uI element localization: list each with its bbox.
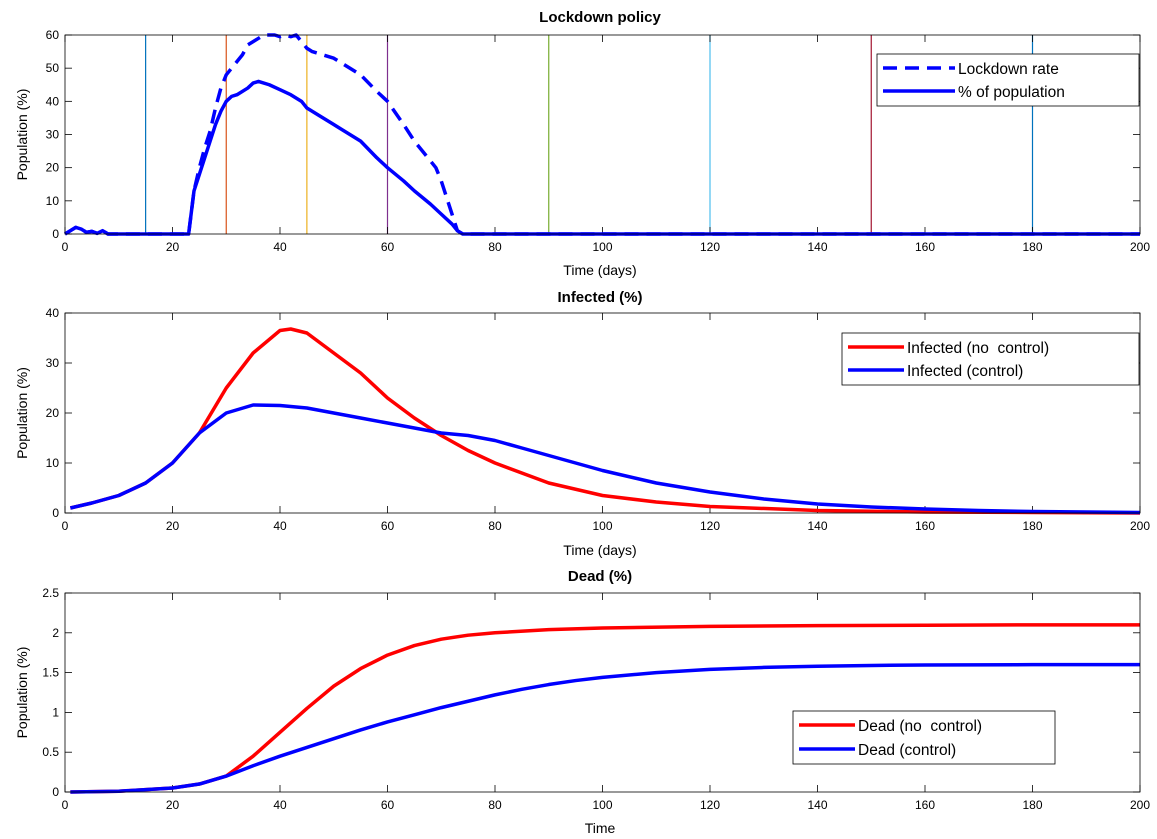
x-axis-label-infected: Time (days) [563,542,636,558]
x-tick-label-lockdown-80: 80 [488,240,502,254]
x-tick-label-lockdown-200: 200 [1130,240,1150,254]
x-tick-label-lockdown-140: 140 [807,240,827,254]
x-tick-label-dead-60: 60 [381,798,395,812]
y-tick-label-dead-1.5: 1.5 [42,666,59,680]
y-tick-label-dead-0.5: 0.5 [42,745,59,759]
x-tick-label-infected-0: 0 [62,519,69,533]
x-tick-label-dead-20: 20 [166,798,180,812]
legend-label-infected-control: Infected (control) [907,363,1023,380]
y-tick-label-infected-10: 10 [46,456,60,470]
plot-area-lockdown: 0 20 40 60 80 100 120 140 160 180 200 0 10 20 30 40 50 60 [46,28,1151,254]
y-tick-label-infected-0: 0 [52,506,59,520]
legend-label-dead-control: Dead (control) [858,742,956,759]
x-axis-label-dead: Time [585,820,616,836]
legend-label-lockdown-rate: Lockdown rate [958,61,1059,78]
x-tick-label-lockdown-40: 40 [273,240,287,254]
x-tick-label-infected-80: 80 [488,519,502,533]
legend-box-dead [792,710,1056,765]
panel-lockdown-policy: Lockdown policy 0 20 40 60 80 100 120 140 160 180… [14,9,1150,278]
chart-title-dead: Dead (%) [568,568,632,585]
x-tick-label-infected-100: 100 [592,519,612,533]
axes-frame-infected [64,312,1141,514]
x-tick-label-lockdown-20: 20 [166,240,180,254]
x-tick-label-dead-40: 40 [273,798,287,812]
series-line-dead-0 [70,623,1140,794]
x-tick-label-infected-140: 140 [807,519,827,533]
x-tick-label-dead-100: 100 [592,798,612,812]
series-line-dead-1 [70,662,1140,794]
axes-frame-lockdown [64,34,1141,235]
series-line-lockdown-1 [64,79,1140,236]
y-tick-label-lockdown-10: 10 [46,194,60,208]
x-tick-label-infected-40: 40 [273,519,287,533]
axes-frame-dead [64,592,1141,793]
y-tick-label-dead-1: 1 [52,705,59,719]
x-tick-label-dead-80: 80 [488,798,502,812]
x-tick-label-dead-0: 0 [62,798,69,812]
legend-dead: Dead (no control) Dead (control) [792,710,1056,765]
y-axis-label-infected: Population (%) [14,367,30,459]
y-tick-label-infected-30: 30 [46,356,60,370]
y-tick-label-lockdown-60: 60 [46,28,60,42]
x-tick-label-infected-60: 60 [381,519,395,533]
y-tick-label-infected-20: 20 [46,406,60,420]
x-tick-label-dead-140: 140 [807,798,827,812]
chart-title-lockdown: Lockdown policy [539,9,661,26]
y-tick-label-lockdown-0: 0 [52,227,59,241]
x-tick-label-dead-120: 120 [700,798,720,812]
panel-dead: Dead (%) 0 20 40 60 80 100 120 140 160 180 200 0 0.5… [14,568,1150,836]
legend-lockdown: Lockdown rate % of population [876,53,1140,107]
chart-title-infected: Infected (%) [557,289,642,306]
x-tick-label-lockdown-120: 120 [700,240,720,254]
x-tick-label-infected-200: 200 [1130,519,1150,533]
x-tick-label-dead-160: 160 [915,798,935,812]
x-tick-label-infected-20: 20 [166,519,180,533]
series-line-infected-1 [69,403,1141,515]
y-tick-label-lockdown-40: 40 [46,94,60,108]
x-tick-label-infected-180: 180 [1022,519,1042,533]
y-tick-label-dead-2: 2 [52,626,59,640]
x-tick-label-lockdown-60: 60 [381,240,395,254]
x-tick-label-lockdown-0: 0 [62,240,69,254]
x-tick-label-infected-160: 160 [915,519,935,533]
plot-area-dead: 0 20 40 60 80 100 120 140 160 180 200 0 0.5 1 1.5 2 2.5 [42,586,1150,812]
legend-infected: Infected (no control) Infected (control) [841,332,1140,386]
x-tick-label-infected-120: 120 [700,519,720,533]
y-tick-label-lockdown-50: 50 [46,61,60,75]
x-tick-label-lockdown-160: 160 [915,240,935,254]
y-axis-label-lockdown: Population (%) [14,89,30,181]
y-axis-label-dead: Population (%) [14,647,30,739]
y-tick-label-dead-2.5: 2.5 [42,586,59,600]
legend-label-infected-no-control: Infected (no control) [907,340,1049,357]
x-axis-label-lockdown: Time (days) [563,262,636,278]
plot-area-infected: 0 20 40 60 80 100 120 140 160 180 200 0 10 20 30 40 [46,306,1151,533]
legend-box-infected [841,332,1140,386]
x-tick-label-lockdown-180: 180 [1022,240,1042,254]
legend-label-dead-no-control: Dead (no control) [858,718,982,735]
x-tick-label-dead-180: 180 [1022,798,1042,812]
panel-infected: Infected (%) 0 20 40 60 80 100 120 140 160 180 200… [14,289,1150,558]
legend-label-pct-population: % of population [958,84,1065,101]
legend-box-lockdown [876,53,1140,107]
y-tick-label-infected-40: 40 [46,306,60,320]
x-tick-label-dead-200: 200 [1130,798,1150,812]
y-tick-label-lockdown-20: 20 [46,161,60,175]
y-tick-label-lockdown-30: 30 [46,128,60,142]
y-tick-label-dead-0: 0 [52,785,59,799]
x-tick-label-lockdown-100: 100 [592,240,612,254]
